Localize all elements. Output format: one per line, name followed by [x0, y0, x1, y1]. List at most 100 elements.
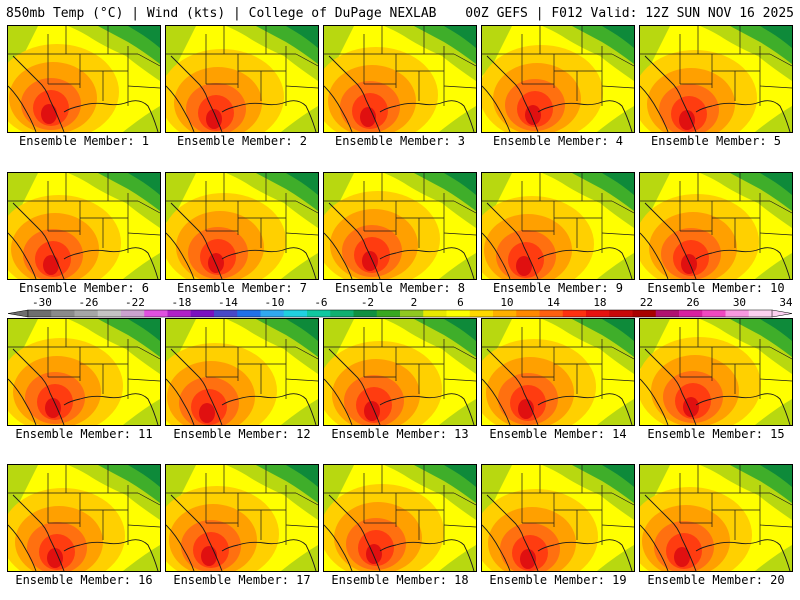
ensemble-member-label: Ensemble Member: 4 — [492, 134, 624, 148]
colorbar-swatch — [400, 310, 424, 317]
colorbar-swatch — [353, 310, 378, 317]
temperature-colorbar: -30-26-22-18-14-10-6-2261014182226303438… — [7, 296, 793, 318]
temperature-map — [8, 173, 160, 279]
temperature-map — [324, 319, 476, 425]
temperature-map — [166, 465, 318, 571]
temperature-map — [8, 465, 160, 571]
colorbar-swatch — [702, 310, 726, 317]
colorbar-swatch — [679, 310, 703, 317]
colorbar-tick-label: 30 — [733, 296, 746, 309]
colorbar-swatch — [237, 310, 261, 317]
colorbar-swatch — [74, 310, 99, 317]
ensemble-member-label: Ensemble Member: 14 — [489, 427, 627, 441]
temperature-map — [8, 26, 160, 132]
ensemble-member-label: Ensemble Member: 12 — [173, 427, 311, 441]
ensemble-member-label: Ensemble Member: 6 — [18, 281, 150, 295]
colorbar-tick-label: 26 — [686, 296, 699, 309]
ensemble-map-panel — [639, 464, 793, 572]
colorbar-swatch — [190, 310, 215, 317]
ensemble-member-label: Ensemble Member: 19 — [489, 573, 627, 587]
ensemble-map-panel — [639, 172, 793, 280]
temperature-map — [166, 173, 318, 279]
colorbar-tick-label: -2 — [361, 296, 374, 309]
temperature-map — [482, 319, 634, 425]
colorbar-swatch — [748, 310, 773, 317]
colorbar-swatch — [609, 310, 633, 317]
ensemble-map-panel — [323, 25, 477, 133]
colorbar-min-arrow — [7, 309, 29, 318]
colorbar-swatch — [376, 310, 401, 317]
colorbar-tick-label: 14 — [547, 296, 561, 309]
colorbar-swatch — [586, 310, 610, 317]
temperature-map — [166, 26, 318, 132]
ensemble-member-label: Ensemble Member: 7 — [176, 281, 308, 295]
ensemble-map-panel — [323, 464, 477, 572]
colorbar-tick-label: 6 — [457, 296, 464, 309]
colorbar-tick-label: -26 — [79, 296, 99, 309]
ensemble-member-label: Ensemble Member: 11 — [15, 427, 153, 441]
map-header: 850mb Temp (°C) | Wind (kts) | College o… — [6, 6, 794, 22]
colorbar-tick-label: -6 — [314, 296, 327, 309]
colorbar-swatch — [423, 310, 447, 317]
colorbar-tick-label: 34 — [779, 296, 793, 309]
temperature-map — [482, 173, 634, 279]
ensemble-map-panel — [165, 464, 319, 572]
temperature-map — [640, 465, 792, 571]
ensemble-map-panel — [165, 172, 319, 280]
colorbar-tick-label: 10 — [500, 296, 513, 309]
colorbar-tick-label: -10 — [265, 296, 285, 309]
colorbar-swatch — [97, 310, 122, 317]
ensemble-member-label: Ensemble Member: 8 — [334, 281, 466, 295]
colorbar-swatch — [307, 310, 331, 317]
ensemble-member-label: Ensemble Member: 15 — [647, 427, 785, 441]
colorbar-tick-label: 22 — [640, 296, 653, 309]
ensemble-member-label: Ensemble Member: 13 — [331, 427, 469, 441]
colorbar-swatch — [516, 310, 540, 317]
colorbar-tick-label: -30 — [32, 296, 52, 309]
ensemble-member-label: Ensemble Member: 20 — [647, 573, 785, 587]
colorbar-max-arrow — [771, 309, 793, 318]
temperature-map — [482, 465, 634, 571]
ensemble-map-panel — [165, 318, 319, 426]
colorbar-swatch — [655, 310, 680, 317]
colorbar-tick-label: -22 — [125, 296, 145, 309]
temperature-map — [324, 26, 476, 132]
ensemble-map-panel — [7, 25, 161, 133]
colorbar-tick-label: -18 — [172, 296, 192, 309]
ensemble-map-panel — [7, 172, 161, 280]
colorbar-tick-label: -14 — [218, 296, 238, 309]
colorbar-swatch — [144, 310, 168, 317]
ensemble-map-panel — [481, 25, 635, 133]
colorbar-swatch — [493, 310, 517, 317]
ensemble-map-panel — [7, 318, 161, 426]
temperature-map — [640, 173, 792, 279]
colorbar-swatch — [51, 310, 75, 317]
ensemble-map-panel — [481, 172, 635, 280]
ensemble-map-panel — [481, 318, 635, 426]
ensemble-map-panel — [7, 464, 161, 572]
temperature-map — [324, 173, 476, 279]
colorbar-tick-label: 2 — [411, 296, 418, 309]
ensemble-map-panel — [481, 464, 635, 572]
colorbar-swatch — [214, 310, 238, 317]
colorbar-swatch — [725, 310, 750, 317]
model-run-info: 00Z GEFS | F012 Valid: 12Z SUN NOV 16 20… — [465, 6, 794, 21]
colorbar-swatch — [283, 310, 308, 317]
temperature-map — [166, 319, 318, 425]
colorbar-swatch — [330, 310, 354, 317]
ensemble-member-label: Ensemble Member: 17 — [173, 573, 311, 587]
ensemble-map-panel — [323, 172, 477, 280]
map-title: 850mb Temp (°C) | Wind (kts) | College o… — [6, 6, 437, 21]
ensemble-member-label: Ensemble Member: 2 — [176, 134, 308, 148]
ensemble-member-label: Ensemble Member: 16 — [15, 573, 153, 587]
temperature-map — [640, 319, 792, 425]
ensemble-member-label: Ensemble Member: 3 — [334, 134, 466, 148]
ensemble-map-panel — [639, 318, 793, 426]
colorbar-swatch — [632, 310, 657, 317]
colorbar-tick-label: 18 — [593, 296, 606, 309]
temperature-map — [324, 465, 476, 571]
colorbar-swatch — [539, 310, 564, 317]
ensemble-map-panel — [639, 25, 793, 133]
ensemble-map-panel — [165, 25, 319, 133]
temperature-map — [8, 319, 160, 425]
